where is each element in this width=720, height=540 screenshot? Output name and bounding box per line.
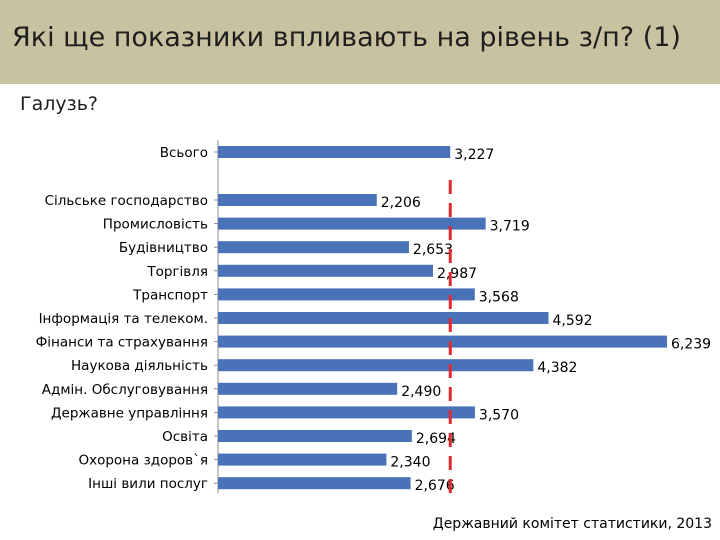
- category-label: Транспорт: [132, 287, 208, 303]
- bar: [218, 359, 534, 372]
- data-label: 3,570: [479, 407, 519, 423]
- category-label: Торгівля: [146, 264, 208, 280]
- data-label: 2,694: [416, 431, 456, 447]
- data-label: 2,987: [437, 266, 477, 282]
- bar: [218, 477, 411, 490]
- bar: [218, 406, 475, 419]
- page-title: Які ще показники впливають на рівень з/п…: [12, 22, 681, 53]
- data-label: 3,568: [479, 289, 519, 305]
- data-label: 2,653: [413, 242, 453, 258]
- data-label: 4,592: [552, 313, 592, 329]
- bar: [218, 146, 451, 158]
- bar: [218, 335, 667, 348]
- category-label: Державне управління: [51, 405, 208, 421]
- title-bar: Які ще показники впливають на рівень з/п…: [0, 0, 720, 84]
- data-label: 4,382: [537, 360, 577, 376]
- bar: [218, 382, 398, 395]
- bar: [218, 194, 377, 206]
- category-label: Сільське господарство: [45, 193, 208, 209]
- data-label: 2,676: [415, 478, 455, 494]
- data-label: 6,239: [671, 337, 711, 353]
- bar: [218, 430, 412, 442]
- bar: [218, 241, 409, 254]
- category-label: Всього: [160, 145, 208, 161]
- data-label: 2,340: [390, 455, 430, 471]
- category-label: Промисловість: [103, 217, 208, 233]
- data-label: 3,719: [490, 219, 530, 235]
- bar: [218, 312, 549, 324]
- category-label: Інформація та телеком.: [39, 311, 208, 327]
- category-label: Охорона здоров`я: [78, 453, 208, 469]
- chart-subtitle: Галузь?: [20, 93, 99, 115]
- bar: [218, 264, 433, 277]
- data-label: 2,490: [401, 384, 441, 400]
- bar: [218, 288, 475, 301]
- data-label: 2,206: [381, 195, 421, 211]
- category-label: Наукова діяльність: [71, 358, 208, 374]
- bar: [218, 217, 486, 230]
- data-label: 3,227: [454, 147, 494, 163]
- source-note: Державний комітет статистики, 2013: [432, 516, 712, 532]
- category-label: Будівництво: [119, 240, 208, 256]
- category-label: Адмін. Обслуговування: [42, 382, 208, 398]
- category-label: Фінанси та страхування: [36, 335, 208, 351]
- bar: [218, 453, 387, 466]
- category-label: Інші вили послуг: [88, 476, 208, 492]
- category-label: Освіта: [162, 429, 208, 445]
